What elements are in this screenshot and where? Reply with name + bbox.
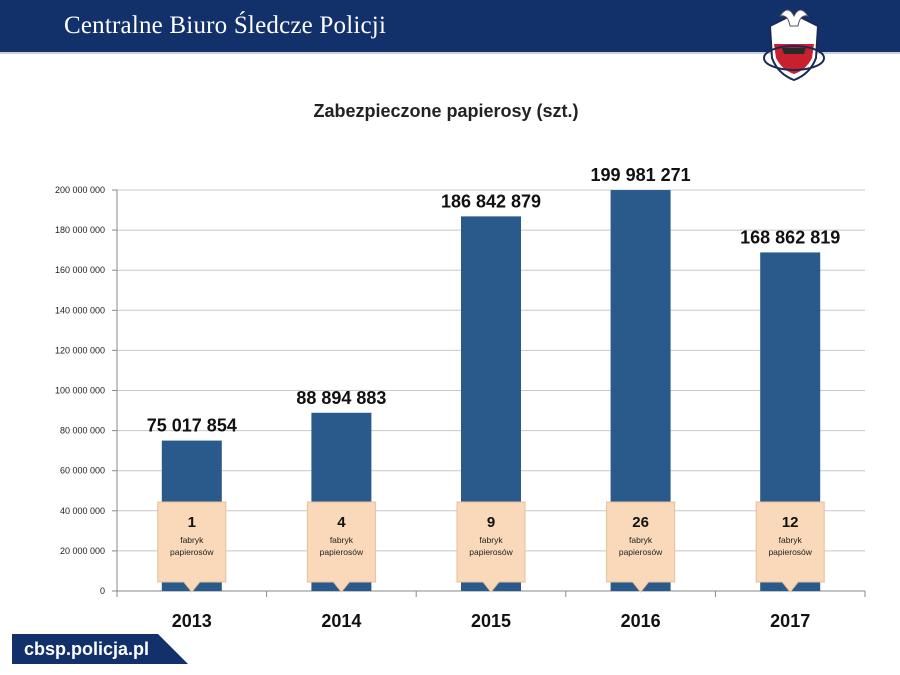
- callout-count: 1: [188, 514, 196, 531]
- callout-line-1: fabryk: [629, 535, 653, 545]
- callout-count: 12: [782, 514, 799, 531]
- data-label-2015: 186 842 879: [441, 191, 541, 211]
- callout-box: [755, 501, 825, 593]
- y-tick-label: 100 000 000: [55, 386, 105, 396]
- callout-2014: 4 fabryk papierosów: [306, 501, 376, 593]
- header-divider: [0, 52, 900, 54]
- footer-url: cbsp.policja.pl: [24, 639, 150, 659]
- callout-line-2: papierosów: [320, 547, 364, 557]
- callout-line-2: papierosów: [469, 547, 513, 557]
- y-tick-label: 200 000 000: [55, 185, 105, 195]
- callout-box: [456, 501, 526, 593]
- callout-count: 9: [487, 514, 495, 531]
- x-tick-label-2017: 2017: [770, 611, 810, 631]
- y-tick-label: 20 000 000: [60, 546, 105, 556]
- callout-2013: 1 fabryk papierosów: [157, 501, 227, 593]
- footer-badge: [12, 634, 188, 664]
- callout-count: 26: [632, 514, 649, 531]
- callout-line-2: papierosów: [619, 547, 663, 557]
- x-tick-label-2013: 2013: [172, 611, 212, 631]
- data-label-2016: 199 981 271: [591, 165, 691, 185]
- header-bar: Centralne Biuro Śledcze Policji: [0, 0, 900, 52]
- y-tick-label: 180 000 000: [55, 225, 105, 235]
- y-tick-label: 60 000 000: [60, 466, 105, 476]
- callout-line-2: papierosów: [170, 547, 214, 557]
- callout-2015: 9 fabryk papierosów: [456, 501, 526, 593]
- y-tick-label: 80 000 000: [60, 426, 105, 436]
- callout-box: [157, 501, 227, 593]
- x-tick-label-2014: 2014: [321, 611, 361, 631]
- data-label-2013: 75 017 854: [147, 416, 237, 436]
- data-label-2014: 88 894 883: [296, 388, 386, 408]
- chart-title: Zabezpieczone papierosy (szt.): [313, 101, 579, 121]
- y-tick-label: 160 000 000: [55, 265, 105, 275]
- callout-2016: 26 fabryk papierosów: [606, 501, 676, 593]
- police-emblem-icon: [763, 9, 825, 82]
- callout-box: [606, 501, 676, 593]
- y-tick-label: 0: [100, 586, 105, 596]
- callout-line-1: fabryk: [479, 535, 503, 545]
- callout-line-1: fabryk: [330, 535, 354, 545]
- callout-line-1: fabryk: [180, 535, 204, 545]
- x-tick-label-2015: 2015: [471, 611, 511, 631]
- x-tick-label-2016: 2016: [621, 611, 661, 631]
- y-tick-label: 140 000 000: [55, 305, 105, 315]
- callout-count: 4: [337, 514, 346, 531]
- callout-box: [306, 501, 376, 593]
- callout-line-1: fabryk: [779, 535, 803, 545]
- header-title: Centralne Biuro Śledcze Policji: [64, 12, 387, 39]
- y-tick-label: 120 000 000: [55, 345, 105, 355]
- callout-line-2: papierosów: [768, 547, 812, 557]
- data-label-2017: 168 862 819: [740, 227, 840, 247]
- callout-2017: 12 fabryk papierosów: [755, 501, 825, 593]
- y-tick-label: 40 000 000: [60, 506, 105, 516]
